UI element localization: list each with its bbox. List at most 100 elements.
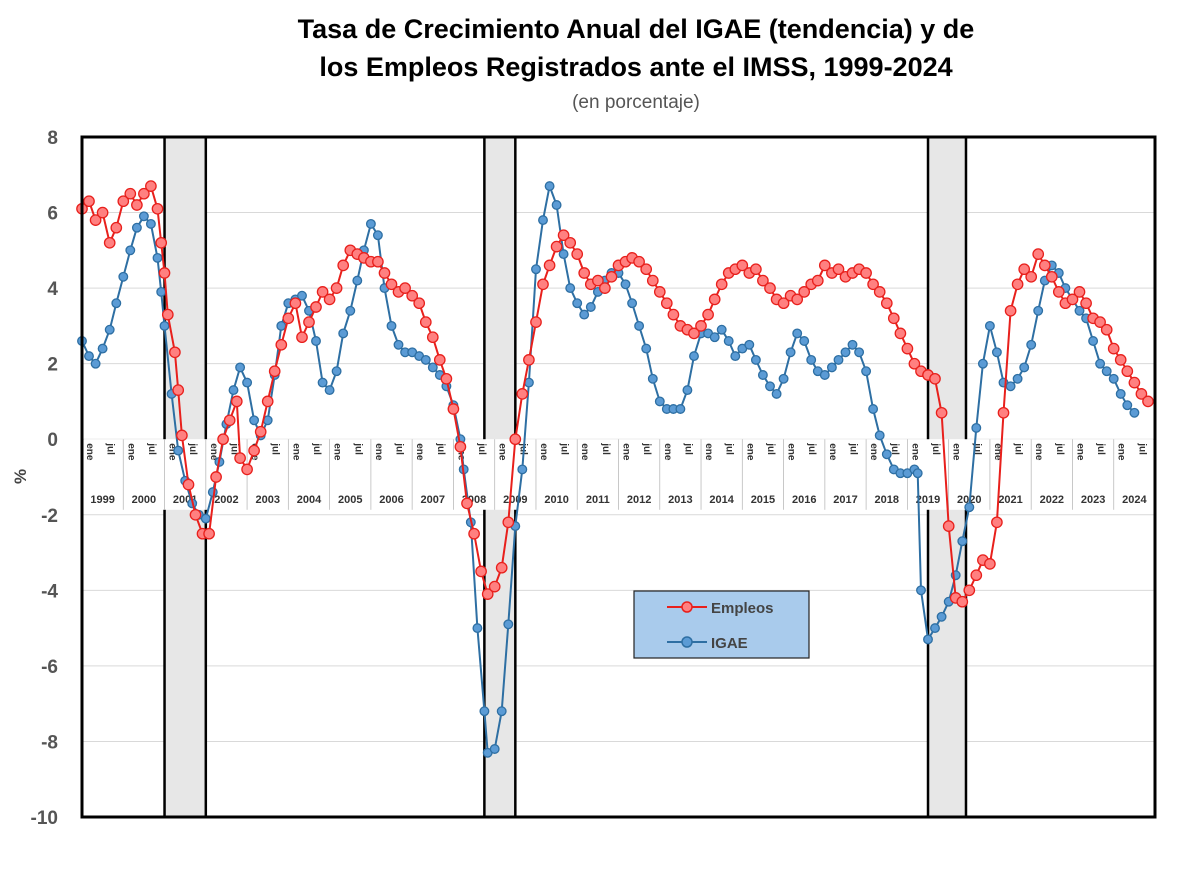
data-point-empleos <box>103 236 116 249</box>
month-label: ene <box>332 443 343 461</box>
data-point-empleos <box>440 372 453 385</box>
data-point-igae <box>1095 358 1106 369</box>
data-point-empleos <box>203 527 215 540</box>
data-point-empleos <box>138 187 150 200</box>
month-label: ene <box>373 443 384 461</box>
data-point-empleos <box>83 195 95 208</box>
legend-igae-label: IGAE <box>711 635 748 652</box>
data-point-igae <box>750 354 761 365</box>
data-point-empleos <box>210 471 222 483</box>
y-tick-label: -8 <box>41 732 58 753</box>
y-axis-ticks: 8 6 4 2 0 -2 -4 -6 -8 -10 <box>31 128 59 829</box>
month-label: ene <box>579 443 590 461</box>
year-label: 2024 <box>1122 494 1147 506</box>
data-point-empleos <box>261 395 274 408</box>
data-point-igae <box>1012 373 1023 384</box>
data-point-empleos <box>155 236 168 249</box>
year-label: 2022 <box>1040 494 1064 506</box>
data-point-igae <box>682 385 693 396</box>
data-point-empleos <box>454 440 467 453</box>
data-point-empleos <box>991 516 1003 529</box>
data-point-empleos <box>433 354 446 366</box>
data-point-empleos <box>124 187 137 200</box>
data-point-igae <box>854 347 865 358</box>
legend: Empleos IGAE <box>633 590 810 659</box>
data-point-igae <box>393 339 404 350</box>
data-point-empleos <box>169 346 181 359</box>
data-point-empleos <box>530 316 542 328</box>
data-point-empleos <box>509 433 522 446</box>
data-point-igae <box>517 464 528 475</box>
data-point-empleos <box>1135 388 1148 400</box>
data-point-igae <box>730 351 741 362</box>
data-point-empleos <box>887 312 900 325</box>
month-label: ene <box>992 443 1003 461</box>
data-point-empleos <box>791 293 804 306</box>
y-tick-label: -6 <box>41 657 58 678</box>
data-point-empleos <box>997 406 1010 419</box>
data-point-igae <box>97 343 108 354</box>
data-point-empleos <box>217 433 229 446</box>
data-point-empleos <box>303 316 315 328</box>
data-point-empleos <box>550 240 563 253</box>
data-point-igae <box>200 513 211 524</box>
month-label: ene <box>167 443 178 461</box>
data-point-igae <box>145 218 156 229</box>
month-label: jul <box>228 442 239 455</box>
data-point-empleos <box>117 195 130 208</box>
month-label: jul <box>971 442 982 455</box>
data-point-igae <box>84 351 94 362</box>
year-label: 2012 <box>627 494 651 506</box>
data-point-empleos <box>275 338 288 351</box>
data-point-empleos <box>337 259 350 272</box>
data-point-igae <box>173 445 184 456</box>
data-point-igae <box>565 283 576 294</box>
data-point-igae <box>479 706 490 717</box>
data-point-empleos <box>832 263 845 276</box>
data-point-igae <box>757 370 768 380</box>
month-label: jul <box>1136 442 1147 455</box>
data-point-empleos <box>161 308 174 321</box>
data-point-empleos <box>241 463 253 476</box>
year-label: 2000 <box>132 494 156 506</box>
y-tick-label: -10 <box>31 808 58 829</box>
data-point-igae <box>427 362 438 373</box>
data-point-empleos <box>633 255 645 268</box>
data-point-igae <box>977 358 988 369</box>
data-point-empleos <box>413 297 426 310</box>
data-point-empleos <box>323 293 336 306</box>
data-point-igae <box>531 264 541 275</box>
month-label: jul <box>187 442 198 455</box>
y-tick-label: 6 <box>47 204 58 225</box>
month-label: ene <box>84 443 95 461</box>
series-group <box>76 180 1154 758</box>
data-point-empleos <box>557 229 570 242</box>
data-point-igae <box>1129 407 1140 418</box>
data-point-igae <box>1101 366 1112 377</box>
y-tick-label: -4 <box>41 581 58 602</box>
y-tick-label: 2 <box>47 355 58 376</box>
data-point-igae <box>249 415 260 426</box>
data-point-empleos <box>757 274 769 287</box>
data-point-igae <box>544 181 555 192</box>
data-point-igae <box>551 200 562 210</box>
data-point-igae <box>207 487 218 498</box>
year-label: 2013 <box>668 494 692 506</box>
data-point-empleos <box>702 308 714 321</box>
data-point-empleos <box>1045 270 1058 283</box>
data-point-empleos <box>1038 259 1051 272</box>
month-label: ene <box>703 443 714 461</box>
series-line-empleos <box>81 184 1149 604</box>
data-point-empleos <box>372 255 384 268</box>
data-point-igae <box>538 215 548 226</box>
data-point-empleos <box>873 286 886 298</box>
data-point-empleos <box>543 259 556 272</box>
data-point-igae <box>716 324 727 335</box>
data-point-empleos <box>176 429 188 442</box>
chart-title-line1: Tasa de Crecimiento Anual del IGAE (tend… <box>297 14 975 44</box>
year-label: 1999 <box>90 494 114 506</box>
data-point-empleos <box>708 293 721 306</box>
month-label: jul <box>394 442 405 455</box>
data-point-igae <box>324 385 335 396</box>
y-tick-label: 4 <box>47 279 58 300</box>
